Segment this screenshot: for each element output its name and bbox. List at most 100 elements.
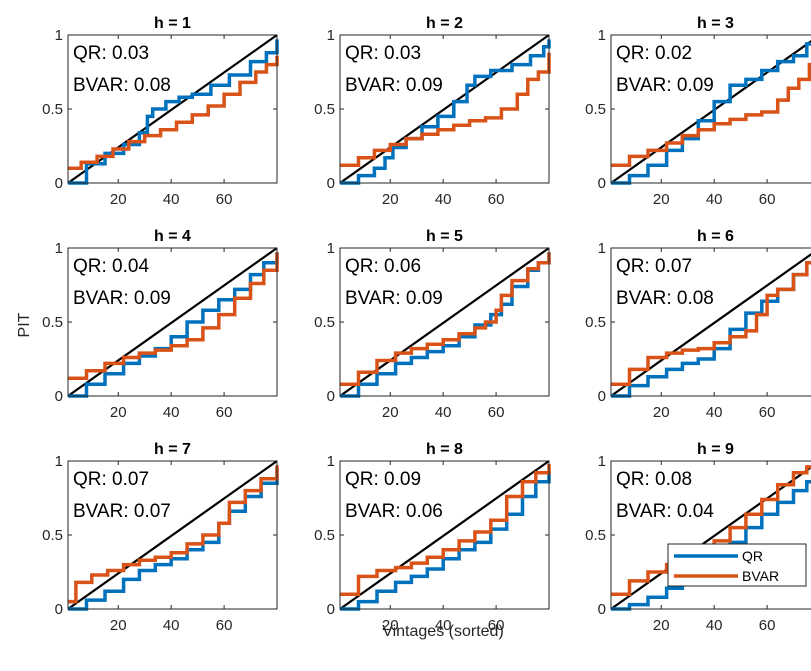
legend: QR BVAR bbox=[667, 543, 807, 587]
score-annotation-bvar: BVAR: 0.09 bbox=[345, 75, 443, 96]
panel-title: h = 1 bbox=[154, 15, 191, 32]
x-tick-label: 20 bbox=[110, 617, 127, 634]
y-tick-label: 1 bbox=[327, 27, 335, 44]
y-tick-label: 0 bbox=[55, 388, 63, 405]
series-line-bvar bbox=[68, 252, 279, 380]
reference-diagonal-line bbox=[67, 34, 278, 184]
panel-title: h = 9 bbox=[697, 441, 734, 458]
y-tick-label: 0.5 bbox=[42, 314, 63, 331]
x-tick-label: 60 bbox=[488, 617, 505, 634]
y-tick-label: 0 bbox=[55, 601, 63, 618]
score-annotation-bvar: BVAR: 0.04 bbox=[616, 501, 714, 522]
x-tick-label: 20 bbox=[110, 404, 127, 421]
y-tick-label: 0.5 bbox=[314, 101, 335, 118]
x-tick-label: 20 bbox=[382, 617, 399, 634]
panel-7: 20 40 60 0 0.5 1 h = 7 QR: 0.07 BVAR: 0.07 bbox=[42, 441, 279, 634]
y-tick-label: 1 bbox=[327, 240, 335, 257]
score-annotation-bvar: BVAR: 0.09 bbox=[345, 288, 443, 309]
series-line-qr bbox=[68, 39, 279, 185]
y-tick-label: 1 bbox=[598, 453, 606, 470]
panel-4: 20 40 60 0 0.5 1 h = 4 QR: 0.04 BVAR: 0.09 bbox=[42, 228, 279, 421]
score-annotation-qr: QR: 0.02 bbox=[616, 43, 692, 64]
x-tick-label: 40 bbox=[706, 404, 723, 421]
score-annotation-qr: QR: 0.08 bbox=[616, 469, 692, 490]
y-tick-label: 0.5 bbox=[42, 101, 63, 118]
x-tick-label: 60 bbox=[759, 191, 776, 208]
score-annotation-qr: QR: 0.09 bbox=[345, 469, 421, 490]
y-tick-label: 0.5 bbox=[42, 527, 63, 544]
x-tick-label: 60 bbox=[488, 191, 505, 208]
panel-1: 20 40 60 0 0.5 1 h = 1 QR: 0.03 BVAR: 0.08 bbox=[42, 15, 279, 208]
score-annotation-qr: QR: 0.03 bbox=[345, 43, 421, 64]
x-tick-label: 40 bbox=[435, 191, 452, 208]
x-axis-label: Vintages (sorted) bbox=[382, 623, 504, 640]
y-tick-label: 1 bbox=[598, 27, 606, 44]
y-tick-label: 0 bbox=[598, 175, 606, 192]
y-tick-label: 0 bbox=[327, 175, 335, 192]
series-line-bvar bbox=[611, 261, 811, 386]
panel-title: h = 7 bbox=[154, 441, 191, 458]
reference-diagonal-line bbox=[67, 460, 278, 610]
y-tick-label: 1 bbox=[598, 240, 606, 257]
series-line-bvar bbox=[68, 55, 279, 170]
panel-3: 20 40 60 0 0.5 1 h = 3 QR: 0.02 BVAR: 0.09 bbox=[585, 15, 811, 208]
y-tick-label: 1 bbox=[55, 27, 63, 44]
series-line-bvar bbox=[68, 465, 279, 604]
x-tick-label: 20 bbox=[382, 404, 399, 421]
score-annotation-bvar: BVAR: 0.09 bbox=[73, 288, 171, 309]
panel-title: h = 8 bbox=[426, 441, 463, 458]
score-annotation-bvar: BVAR: 0.07 bbox=[73, 501, 171, 522]
x-tick-label: 20 bbox=[110, 191, 127, 208]
x-tick-label: 60 bbox=[216, 191, 233, 208]
series-line-bvar bbox=[340, 52, 551, 167]
score-annotation-bvar: BVAR: 0.08 bbox=[73, 75, 171, 96]
x-tick-label: 60 bbox=[759, 404, 776, 421]
score-annotation-qr: QR: 0.07 bbox=[616, 256, 692, 277]
x-tick-label: 60 bbox=[216, 404, 233, 421]
x-tick-label: 60 bbox=[216, 617, 233, 634]
score-annotation-qr: QR: 0.06 bbox=[345, 256, 421, 277]
score-annotation-qr: QR: 0.03 bbox=[73, 43, 149, 64]
panel-title: h = 2 bbox=[426, 15, 463, 32]
series-line-qr bbox=[68, 252, 279, 398]
score-annotation-bvar: BVAR: 0.06 bbox=[345, 501, 443, 522]
y-tick-label: 0.5 bbox=[585, 527, 606, 544]
x-tick-label: 20 bbox=[653, 617, 670, 634]
panel-2: 20 40 60 0 0.5 1 h = 2 QR: 0.03 BVAR: 0.09 bbox=[314, 15, 551, 208]
panel-title: h = 3 bbox=[697, 15, 734, 32]
y-tick-label: 1 bbox=[55, 453, 63, 470]
y-tick-label: 0 bbox=[327, 388, 335, 405]
score-annotation-bvar: BVAR: 0.09 bbox=[616, 75, 714, 96]
series-line-qr bbox=[340, 39, 551, 185]
legend-box bbox=[667, 543, 807, 587]
reference-diagonal-line bbox=[610, 253, 811, 397]
series-line-qr bbox=[340, 471, 551, 611]
score-annotation-bvar: BVAR: 0.08 bbox=[616, 288, 714, 309]
x-tick-label: 40 bbox=[163, 617, 180, 634]
y-tick-label: 0.5 bbox=[585, 101, 606, 118]
y-tick-label: 0 bbox=[327, 601, 335, 618]
x-tick-label: 20 bbox=[653, 191, 670, 208]
x-tick-label: 40 bbox=[435, 617, 452, 634]
y-tick-label: 0 bbox=[55, 175, 63, 192]
x-tick-label: 60 bbox=[488, 404, 505, 421]
panel-title: h = 5 bbox=[426, 228, 463, 245]
y-tick-label: 0 bbox=[598, 388, 606, 405]
series-line-bvar bbox=[611, 62, 811, 167]
x-tick-label: 40 bbox=[706, 617, 723, 634]
x-tick-label: 40 bbox=[435, 404, 452, 421]
series-line-bvar bbox=[340, 252, 551, 386]
y-tick-label: 0.5 bbox=[314, 527, 335, 544]
legend-label-bvar: BVAR bbox=[742, 568, 779, 584]
x-tick-label: 20 bbox=[382, 191, 399, 208]
y-tick-label: 1 bbox=[55, 240, 63, 257]
panel-title: h = 6 bbox=[697, 228, 734, 245]
x-tick-label: 20 bbox=[653, 404, 670, 421]
panel-title: h = 4 bbox=[154, 228, 191, 245]
series-line-qr bbox=[611, 42, 811, 185]
reference-diagonal-line bbox=[339, 460, 550, 610]
series-line-bvar bbox=[611, 465, 811, 596]
score-annotation-qr: QR: 0.07 bbox=[73, 469, 149, 490]
panel-9: 20 40 60 0 0.5 1 h = 9 QR: 0.08 BVAR: 0.04 QR BVAR bbox=[585, 441, 811, 634]
